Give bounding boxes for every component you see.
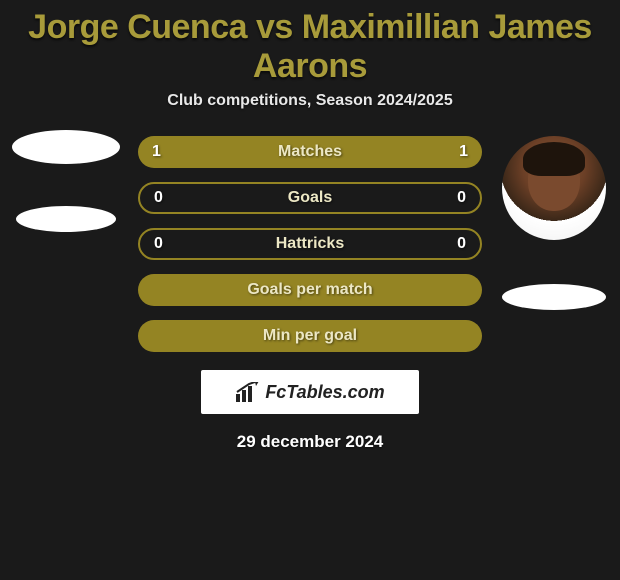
player-right-avatar [502,136,606,240]
stat-left-value: 0 [154,235,163,253]
player-right-team-placeholder [502,284,606,310]
stat-label: Min per goal [263,327,357,345]
stat-right-value: 0 [457,235,466,253]
page-subtitle: Club competitions, Season 2024/2025 [0,92,620,130]
player-left-team-placeholder [16,206,116,232]
stat-row: 0 Goals 0 [138,182,482,214]
date-line: 29 december 2024 [20,432,600,452]
stats-area: 1 Matches 1 0 Goals 0 0 Hattricks 0 Goals per mat… [0,130,620,452]
player-left-avatar-placeholder [12,130,120,164]
bar-chart-icon [235,382,259,402]
page-title: Jorge Cuenca vs Maximillian James Aarons [0,0,620,92]
stat-row: Min per goal [138,320,482,352]
player-right-column [494,130,614,310]
stat-left-value: 1 [152,143,161,161]
stat-row: Goals per match [138,274,482,306]
stat-row: 1 Matches 1 [138,136,482,168]
stat-label: Hattricks [276,235,344,253]
branding-text: FcTables.com [265,382,384,403]
stat-rows: 1 Matches 1 0 Goals 0 0 Hattricks 0 Goals per mat… [138,130,482,352]
stat-label: Matches [278,143,342,161]
player-left-column [6,130,126,232]
stat-right-value: 0 [457,189,466,207]
branding-box[interactable]: FcTables.com [201,370,419,414]
stat-left-value: 0 [154,189,163,207]
stat-row: 0 Hattricks 0 [138,228,482,260]
stat-label: Goals per match [247,281,372,299]
stat-label: Goals [288,189,332,207]
stat-right-value: 1 [459,143,468,161]
